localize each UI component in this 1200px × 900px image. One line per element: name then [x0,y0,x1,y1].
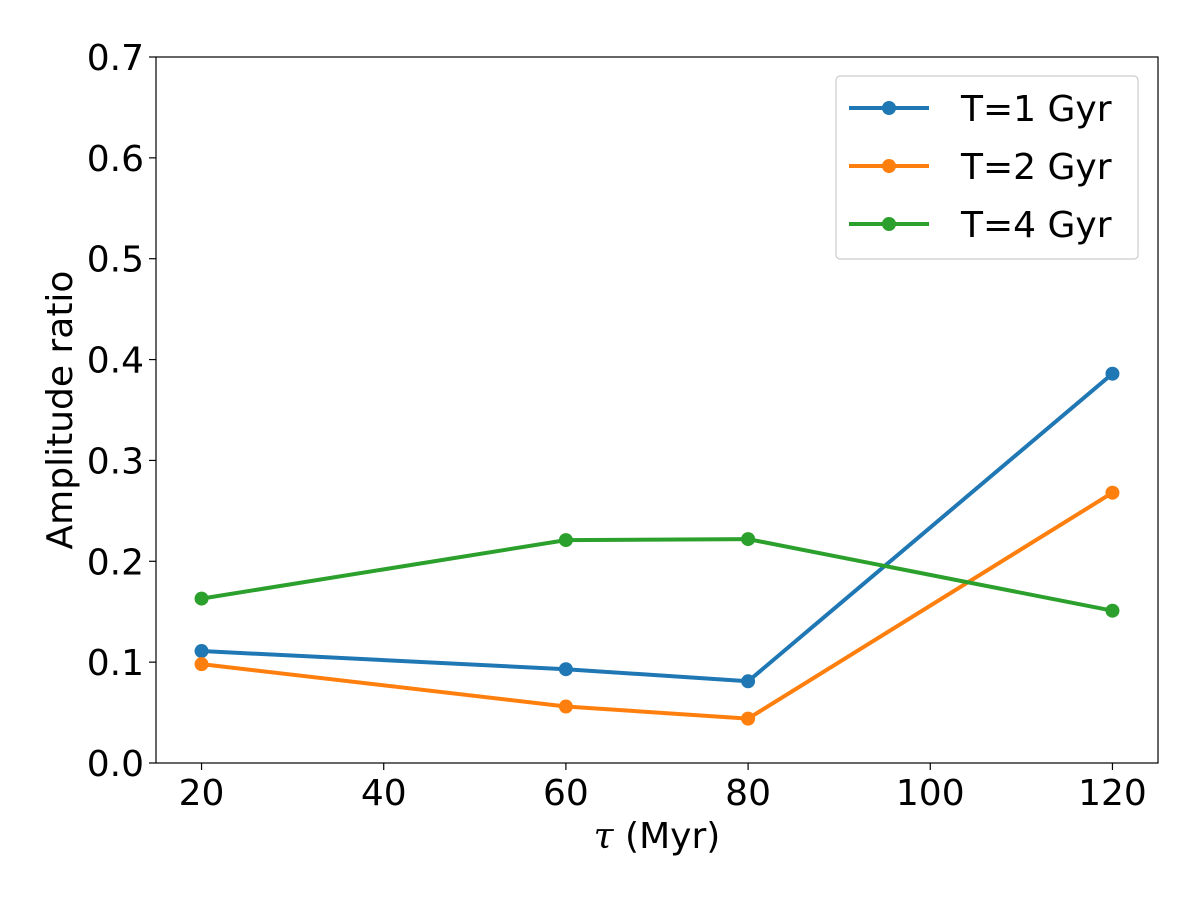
legend-item: T=2 Gyr [849,147,1112,188]
series-3 [194,532,1120,618]
y-tick-label: 0.4 [87,341,144,382]
x-tick-label: 20 [179,773,225,814]
legend-label: T=1 Gyr [960,89,1112,130]
x-tick-label: 40 [361,773,407,814]
series-2 [194,485,1120,726]
legend-swatch-marker [882,217,896,231]
data-point [194,644,209,659]
y-axis-label: Amplitude ratio [40,271,81,550]
series-line [201,537,1113,613]
y-tick-label: 0.1 [87,643,144,684]
data-point [194,657,209,672]
legend-label: T=2 Gyr [960,147,1112,188]
legend-box [835,75,1139,260]
data-point [1105,603,1120,618]
data-point [558,699,573,714]
legend-item: T=4 Gyr [849,205,1112,246]
data-point [558,662,573,677]
plot-frame [155,56,1159,764]
y-tick-label: 0.6 [87,139,144,180]
y-tick-label: 0.2 [87,542,144,583]
series-line [201,491,1114,721]
data-point [741,674,756,689]
data-point [741,532,756,547]
y-tick-label: 0.7 [87,38,144,79]
x-tick-label: 60 [543,773,589,814]
series-line [201,372,1114,684]
legend-swatch-marker [882,101,896,115]
y-tick-label: 0.5 [87,240,144,281]
data-point [194,591,209,606]
series-layer [194,366,1120,726]
data-point [1105,485,1120,500]
x-axis-label-unit: (Myr) [625,816,720,857]
data-point [741,711,756,726]
x-tick-label: 100 [896,773,965,814]
y-tick-label: 0.0 [87,744,144,785]
x-tick-label: 80 [725,773,771,814]
legend: T=1 Gyr T=2 Gyr T=4 Gyr [835,75,1139,260]
data-point [558,533,573,548]
series-1 [194,366,1120,689]
x-tick-label: 120 [1078,773,1147,814]
data-point [1105,366,1120,381]
legend-item: T=1 Gyr [849,89,1112,130]
legend-swatch-marker [882,159,896,173]
x-axis-label: τ (Myr) [594,816,721,857]
x-axis: 20 40 60 80 100 120 [179,763,1147,814]
y-axis: 0.0 0.1 0.2 0.3 0.4 0.5 0.6 0.7 [87,38,156,785]
y-tick-label: 0.3 [87,441,144,482]
x-axis-label-symbol: τ [594,816,615,857]
legend-label: T=4 Gyr [960,205,1112,246]
